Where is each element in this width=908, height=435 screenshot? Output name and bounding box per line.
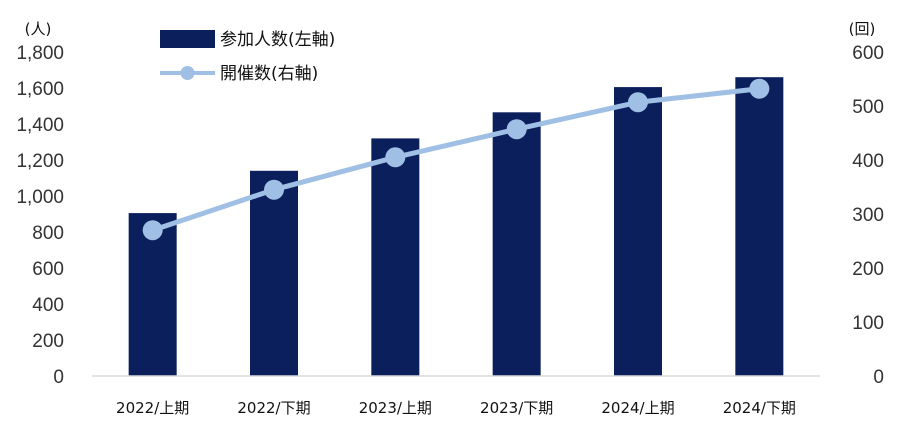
x-axis-tick-label: 2024/下期 [723, 399, 796, 417]
bar [128, 213, 177, 376]
x-axis-tick-label: 2022/上期 [116, 399, 189, 417]
line-point [749, 78, 770, 99]
legend-line-marker [180, 66, 195, 80]
left-axis-tick-label: 1,800 [16, 43, 64, 64]
bar-series [128, 77, 784, 377]
x-axis-ticks: 2022/上期 2022/下期 2023/上期 2023/下期 2024/上期 2024/… [116, 399, 796, 417]
left-axis-tick-label: 400 [32, 295, 64, 316]
line-point [506, 119, 527, 140]
right-axis-tick-label: 100 [852, 313, 884, 334]
left-axis-tick-label: 800 [32, 223, 64, 244]
legend-bar-swatch [160, 30, 215, 48]
left-axis-tick-label: 0 [53, 367, 64, 388]
left-axis-tick-label: 1,400 [16, 115, 64, 136]
line-series [142, 78, 770, 241]
bar [614, 87, 662, 376]
line-point [628, 92, 648, 113]
legend: 参加人数(左軸) 開催数(右軸) [160, 30, 335, 84]
x-axis-tick-label: 2024/上期 [601, 399, 674, 417]
right-axis-tick-label: 0 [873, 367, 884, 388]
right-axis-tick-label: 600 [852, 43, 884, 64]
line-point [142, 220, 163, 241]
left-axis-tick-label: 1,200 [16, 151, 64, 172]
right-axis-tick-label: 300 [852, 205, 884, 226]
line-point [264, 179, 284, 200]
x-axis-tick-label: 2023/下期 [480, 399, 553, 417]
left-axis-ticks: 0 200 400 600 800 1,000 1,200 1,400 1,600 1,800 [16, 43, 64, 388]
right-axis-tick-label: 400 [852, 151, 884, 172]
bar [371, 138, 420, 376]
left-axis-tick-label: 600 [32, 259, 64, 280]
bar [735, 77, 784, 376]
bar [492, 112, 541, 377]
legend-line-label: 開催数(右軸) [220, 64, 318, 84]
series-line [150, 86, 762, 233]
right-axis-tick-label: 200 [852, 259, 884, 280]
left-axis-tick-label: 200 [32, 331, 64, 352]
x-axis-tick-label: 2023/上期 [359, 399, 432, 417]
left-axis-unit: (人) [25, 20, 52, 38]
right-axis-unit: (回) [849, 20, 876, 38]
legend-bar-label: 参加人数(左軸) [220, 30, 335, 50]
left-axis-tick-label: 1,600 [16, 79, 64, 100]
x-axis-tick-label: 2022/下期 [237, 399, 310, 417]
left-axis-tick-label: 1,000 [16, 187, 64, 208]
right-axis-ticks: 0 100 200 300 400 500 600 [852, 43, 884, 388]
right-axis-tick-label: 500 [852, 97, 884, 118]
line-point [385, 147, 406, 168]
bar [250, 170, 298, 376]
